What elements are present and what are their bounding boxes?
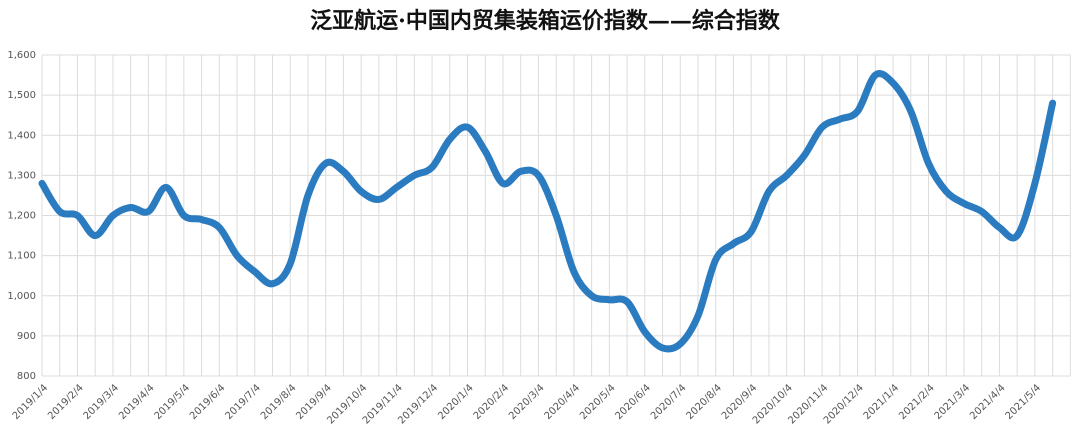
y-tick-label: 1,200	[7, 211, 36, 222]
x-tick-label: 2019/1/4	[11, 382, 51, 422]
y-tick-label: 1,100	[7, 251, 36, 262]
x-tick-label: 2020/8/4	[684, 382, 724, 422]
x-tick-label: 2019/6/4	[188, 382, 228, 422]
x-tick-label: 2020/2/4	[472, 382, 512, 422]
x-tick-label: 2021/3/4	[933, 382, 973, 422]
y-tick-label: 800	[17, 371, 36, 382]
x-tick-label: 2019/7/4	[223, 382, 263, 422]
x-tick-label: 2020/6/4	[614, 382, 654, 422]
x-tick-label: 2020/4/4	[543, 382, 583, 422]
x-tick-label: 2019/2/4	[46, 382, 86, 422]
x-tick-label: 2021/1/4	[862, 382, 902, 422]
y-tick-label: 900	[17, 331, 36, 342]
x-tick-label: 2020/5/4	[578, 382, 618, 422]
x-tick-label: 2020/1/4	[436, 382, 476, 422]
x-tick-label: 2019/5/4	[153, 382, 193, 422]
x-tick-label: 2020/7/4	[649, 382, 689, 422]
x-tick-label: 2019/3/4	[82, 382, 122, 422]
x-tick-label: 2021/4/4	[968, 382, 1008, 422]
y-tick-label: 1,000	[7, 291, 36, 302]
line	[38, 70, 1057, 353]
x-tick-label: 2021/5/4	[1004, 382, 1044, 422]
y-tick-label: 1,300	[7, 170, 36, 181]
x-tick-label: 2021/2/4	[897, 382, 937, 422]
x-tick-label: 2020/3/4	[507, 382, 547, 422]
x-tick-label: 2019/4/4	[117, 382, 157, 422]
y-tick-label: 1,400	[7, 130, 36, 141]
x-tick-label: 2019/8/4	[259, 382, 299, 422]
chart-title: 泛亚航运·中国内贸集装箱运价指数——综合指数	[310, 8, 781, 34]
y-tick-label: 1,600	[7, 50, 36, 61]
y-tick-label: 1,500	[7, 90, 36, 101]
